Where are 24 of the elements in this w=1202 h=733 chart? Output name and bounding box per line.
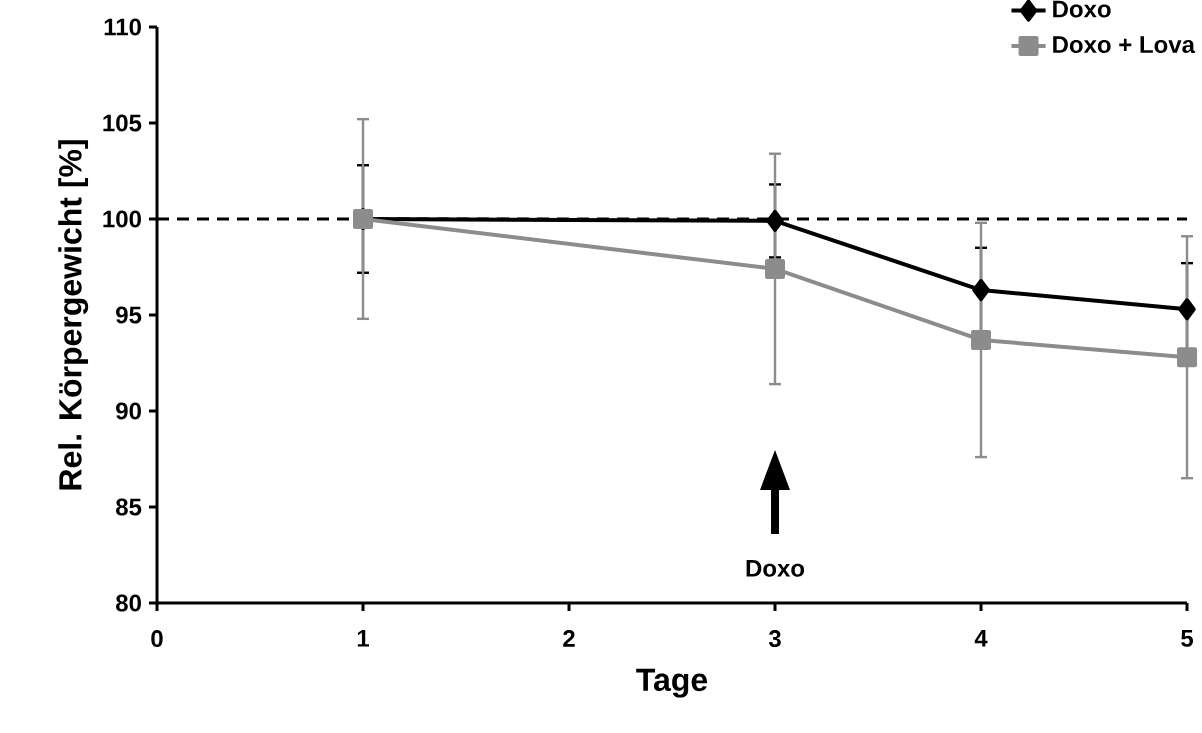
x-tick-label: 3: [768, 630, 781, 648]
y-tick-label: 100: [103, 210, 141, 228]
x-tick-label: 2: [563, 630, 575, 647]
x-tick-label: 4: [974, 630, 988, 647]
x-tick-label: 0: [151, 630, 163, 648]
point: [971, 329, 992, 350]
y-tick-label: 80: [116, 594, 141, 612]
x-tick-label: 1: [357, 630, 370, 647]
legend-label: Doxo: [1053, 0, 1111, 18]
legend-label: Doxo + Lova: [1053, 36, 1196, 54]
y-axis-title: Rel. Körpergewicht [%]: [58, 140, 89, 490]
x-axis-title: Tage: [636, 668, 708, 698]
y-tick-label: 105: [103, 114, 142, 132]
y-tick-label: 90: [116, 402, 141, 420]
y-tick-label: 95: [116, 306, 142, 324]
point: [972, 279, 990, 302]
point: [765, 258, 786, 279]
y-tick-label: 85: [116, 498, 142, 516]
annotation: Doxo: [746, 560, 805, 577]
point: [766, 209, 784, 232]
x-tick-label: 5: [1181, 630, 1194, 647]
point: [1177, 347, 1198, 368]
point: [1178, 298, 1196, 321]
y-tick-label: 110: [104, 18, 141, 36]
